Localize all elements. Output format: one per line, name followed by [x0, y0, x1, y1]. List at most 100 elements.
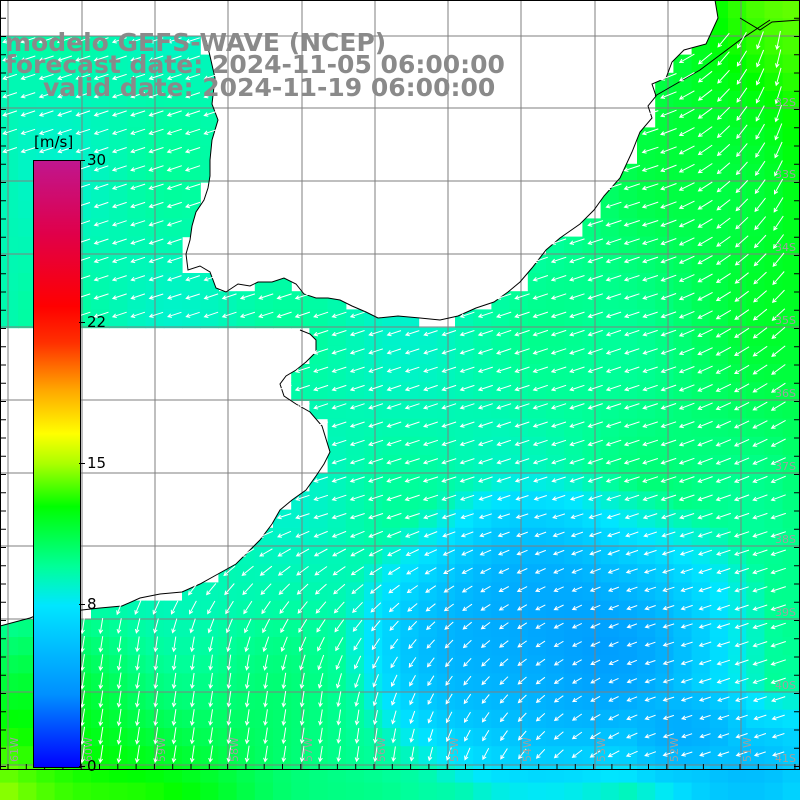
wind-arrow — [463, 693, 472, 705]
field-cell — [91, 655, 110, 674]
field-cell — [109, 200, 128, 219]
field-cell — [782, 54, 800, 74]
wind-arrow — [716, 641, 731, 648]
wind-arrow — [460, 531, 474, 538]
wind-arrow — [116, 745, 122, 764]
wind-arrow — [770, 622, 786, 630]
wind-arrow — [697, 291, 713, 301]
field-cell — [782, 746, 800, 765]
field-cell — [546, 509, 565, 529]
wind-arrow — [532, 458, 548, 465]
wind-arrow — [331, 403, 347, 410]
wind-arrow — [167, 293, 182, 300]
field-cell — [236, 691, 256, 711]
field-cell — [345, 746, 365, 765]
wind-arrow — [605, 275, 622, 282]
wind-arrow — [314, 583, 327, 595]
wind-arrow — [336, 746, 342, 763]
field-cell — [782, 509, 800, 529]
field-cell — [728, 782, 747, 800]
field-cell — [236, 782, 256, 800]
wind-arrow — [331, 311, 347, 318]
wind-arrow — [464, 747, 471, 761]
lat-label: 32S — [775, 96, 796, 109]
wind-arrow — [773, 215, 784, 231]
wind-arrow — [715, 512, 731, 520]
wind-arrow — [623, 458, 640, 465]
field-cell — [655, 91, 674, 110]
wind-arrow — [587, 220, 604, 227]
wind-arrow — [389, 620, 399, 631]
wind-arrow — [735, 714, 748, 721]
field-cell — [673, 218, 693, 238]
field-cell — [0, 127, 19, 147]
field-cell — [127, 200, 147, 219]
wind-arrow — [697, 273, 713, 283]
field-cell — [582, 327, 602, 347]
wind-arrow — [755, 86, 765, 104]
wind-arrow — [569, 348, 585, 355]
wind-arrow — [770, 677, 786, 685]
field-cell — [546, 382, 565, 401]
field-cell — [618, 509, 638, 529]
field-cell — [546, 582, 565, 602]
wind-arrow — [203, 311, 219, 318]
field-cell — [182, 782, 201, 800]
wind-arrow — [754, 197, 766, 213]
wind-arrow — [463, 657, 472, 667]
wind-arrow — [404, 366, 420, 373]
field-cell — [163, 218, 183, 238]
field-cell — [527, 273, 547, 292]
wind-arrow — [535, 748, 546, 759]
field-cell — [327, 673, 347, 693]
wind-arrow — [697, 70, 713, 83]
wind-arrow — [317, 672, 324, 689]
wind-arrow — [427, 711, 434, 724]
field-cell — [600, 382, 620, 401]
field-cell — [473, 327, 492, 347]
wind-arrow — [480, 621, 491, 630]
field-cell — [564, 764, 583, 784]
field-cell — [455, 382, 474, 401]
wind-arrow — [294, 293, 311, 300]
wind-arrow — [479, 531, 492, 538]
wind-arrow — [605, 256, 622, 264]
wind-arrow — [184, 147, 201, 154]
field-cell — [509, 546, 529, 565]
field-cell — [418, 491, 438, 511]
field-cell — [655, 145, 674, 165]
field-cell — [655, 127, 674, 147]
wind-arrow — [660, 348, 677, 355]
wind-arrow — [569, 458, 585, 465]
wind-arrow — [553, 749, 564, 759]
field-cell — [18, 637, 37, 656]
wind-arrow — [130, 183, 146, 190]
field-cell — [782, 236, 800, 256]
field-cell — [637, 564, 656, 583]
field-cell — [109, 655, 128, 674]
field-cell — [200, 655, 219, 674]
field-cell — [127, 764, 147, 784]
wind-arrow — [680, 568, 694, 574]
wind-arrow — [608, 714, 620, 721]
wind-arrow — [770, 382, 786, 393]
wind-arrow — [771, 308, 786, 322]
wind-arrow — [171, 691, 177, 708]
lat-label: 37S — [775, 460, 796, 473]
field-cell — [618, 364, 638, 383]
wind-arrow — [626, 714, 638, 721]
field-cell — [182, 728, 201, 747]
model-title: modelo GEFS-WAVE (NCEP) — [5, 28, 387, 57]
wind-arrow — [404, 458, 420, 465]
field-cell — [600, 200, 620, 219]
wind-arrow — [111, 37, 127, 44]
wind-arrow — [390, 674, 398, 688]
wind-arrow — [733, 364, 750, 375]
field-cell — [436, 382, 456, 401]
wind-arrow — [644, 623, 656, 629]
wind-arrow — [515, 513, 529, 519]
wind-arrow — [111, 110, 127, 117]
wind-arrow — [752, 586, 768, 593]
field-cell — [364, 345, 383, 365]
wind-arrow — [354, 673, 361, 689]
